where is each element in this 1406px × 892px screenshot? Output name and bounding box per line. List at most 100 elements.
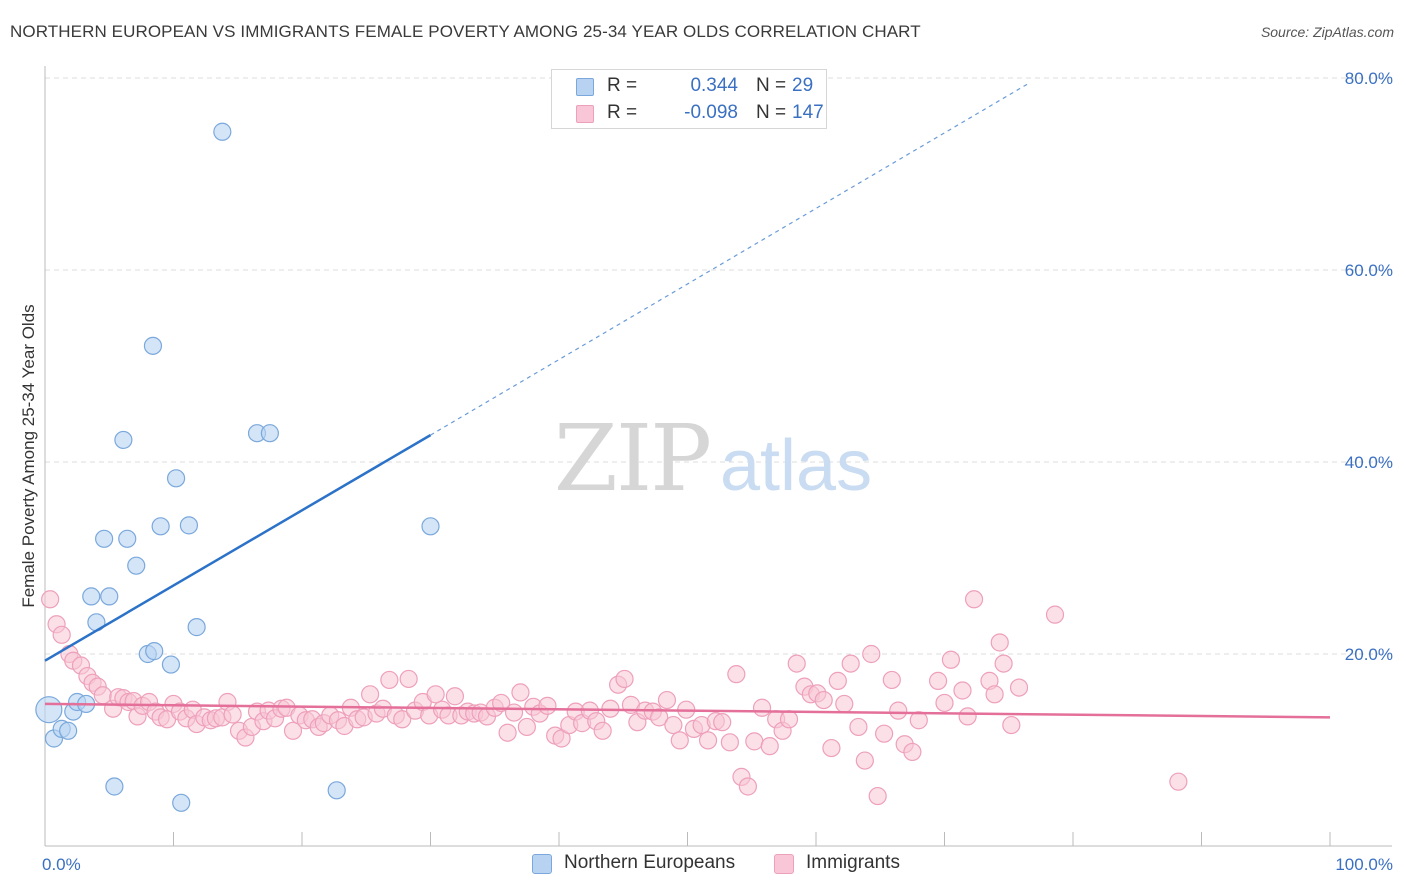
data-point-immigrants [52,625,71,644]
legend-n-value: 147 [792,102,824,123]
data-point-immigrants [787,654,806,673]
series-northern-europeans-points [35,122,440,812]
data-point-immigrants [720,733,740,752]
data-point-northern-europeans [161,655,181,674]
data-point-northern-europeans [151,517,170,536]
data-point-immigrants [882,670,901,690]
data-point-immigrants [538,696,557,715]
legend-swatch-pink [576,105,594,123]
data-point-northern-europeans [59,721,78,740]
legend-n-label: N = [756,75,787,96]
data-point-immigrants [399,669,418,689]
data-point-northern-europeans [114,430,133,450]
data-point-immigrants [985,685,1004,704]
data-point-immigrants [994,654,1013,673]
data-point-immigrants [511,683,530,702]
data-point-immigrants [941,650,961,669]
data-point-immigrants [504,703,524,722]
data-point-immigrants [752,698,772,717]
data-point-immigrants [498,723,517,742]
trend-line-northern-europeans-extension [430,83,1029,436]
data-point-immigrants [670,731,689,750]
data-point-northern-europeans [166,469,186,488]
data-point-immigrants [928,671,948,690]
data-point-immigrants [1002,715,1021,735]
data-point-immigrants [1009,678,1029,697]
trend-line-northern-europeans [44,434,432,662]
data-point-immigrants [903,742,922,762]
legend-r-value: -0.098 [684,102,738,123]
data-point-immigrants [849,717,868,737]
grid-lines [45,77,1392,655]
data-point-northern-europeans [95,529,114,548]
data-point-immigrants [361,685,380,704]
data-point-immigrants [426,685,445,704]
y-tick-label: 60.0% [1345,261,1393,280]
data-point-immigrants [822,738,841,758]
data-point-northern-europeans [172,793,191,812]
data-point-immigrants [552,729,571,748]
data-point-immigrants [657,690,677,710]
data-point-northern-europeans [127,556,146,575]
trend-lines [44,83,1331,719]
legend-r-label: R = [607,75,638,96]
data-point-immigrants [664,715,683,735]
trend-line-immigrants [44,702,1331,719]
legend-r-value: 0.344 [690,75,738,96]
data-point-northern-europeans [421,517,440,536]
data-point-immigrants [855,751,874,770]
data-point-immigrants [814,690,833,710]
data-point-northern-europeans [100,587,119,606]
data-point-immigrants [990,633,1009,652]
y-axis-title: Female Poverty Among 25-34 Year Olds [19,304,38,607]
series-immigrants-points [41,590,1188,806]
legend-swatch-blue [576,78,594,96]
legend-n-value: 29 [792,75,814,96]
y-tick-label: 20.0% [1345,645,1393,664]
legend-label: Northern Europeans [564,852,736,873]
correlation-legend: R = 0.344 N = 29 R = -0.098 N = 147 [551,69,827,129]
data-point-immigrants [745,732,764,751]
watermark-zip: ZIP [554,405,710,512]
data-point-immigrants [889,701,908,720]
x-tick-label: 0.0% [42,855,81,874]
data-point-northern-europeans [35,696,63,724]
y-tick-label: 40.0% [1345,453,1393,472]
data-point-immigrants [841,654,860,673]
y-axis-tick-labels: 20.0% 40.0% 60.0% 80.0% [1345,69,1393,664]
data-point-immigrants [1045,605,1065,624]
data-point-northern-europeans [143,336,163,355]
data-point-immigrants [223,705,242,724]
data-point-immigrants [953,681,972,700]
legend-swatch-pink [774,854,794,874]
data-point-northern-europeans [105,777,124,796]
data-point-immigrants [738,777,757,796]
data-point-immigrants [492,693,511,713]
data-point-immigrants [380,670,399,690]
y-tick-label: 80.0% [1345,69,1393,88]
data-point-immigrants [909,711,928,730]
data-point-immigrants [868,786,887,806]
data-point-northern-europeans [213,122,232,141]
data-point-northern-europeans [327,781,346,800]
data-point-immigrants [615,669,634,689]
data-point-immigrants [958,707,977,726]
data-point-immigrants [727,665,746,684]
legend-swatch-blue [532,854,552,874]
data-point-immigrants [835,694,854,714]
data-point-immigrants [862,644,881,664]
data-point-northern-europeans [260,424,279,443]
watermark-atlas: atlas [720,426,872,506]
data-point-immigrants [713,713,732,732]
data-point-northern-europeans [187,618,206,637]
data-point-immigrants [760,737,779,756]
data-point-immigrants [828,671,847,690]
data-point-immigrants [283,721,303,740]
data-point-immigrants [875,724,894,743]
data-point-immigrants [517,717,536,737]
legend-n-label: N = [756,102,787,123]
data-point-northern-europeans [179,516,199,535]
legend-r-label: R = [607,102,638,123]
data-point-immigrants [445,687,465,706]
